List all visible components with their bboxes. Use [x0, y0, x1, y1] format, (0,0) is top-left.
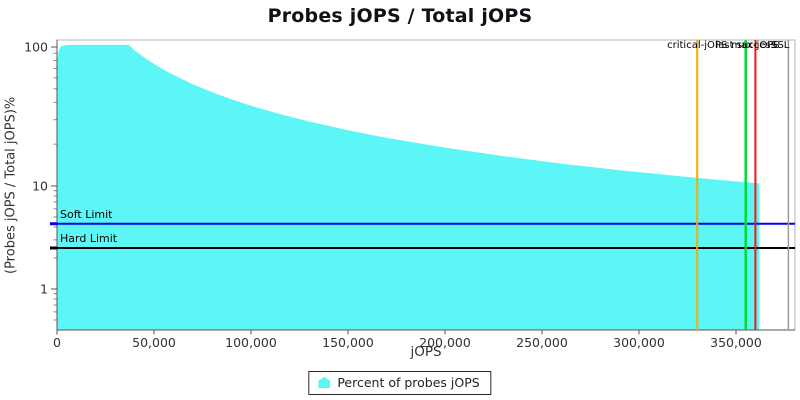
legend: Percent of probes jOPS [308, 371, 492, 395]
y-tick-label: 100 [24, 40, 48, 55]
soft-limit-label: Soft Limit [60, 208, 113, 221]
legend-series-marker-icon [318, 377, 331, 388]
x-tick-label: 100,000 [225, 335, 277, 350]
x-tick-label: 200,000 [419, 335, 471, 350]
x-tick-label: 0 [53, 335, 61, 350]
x-tick-label: 250,000 [516, 335, 568, 350]
y-tick-label: 1 [40, 282, 48, 297]
y-tick-label: 10 [32, 179, 48, 194]
chart-title: Probes jOPS / Total jOPS [267, 5, 533, 27]
x-axis-title: jOPS [410, 344, 442, 360]
critical-jops-label: critical-jOPS [667, 40, 727, 51]
x-tick-label: 350,000 [710, 335, 762, 350]
hard-limit-label: Hard Limit [60, 232, 118, 245]
max-jops-label: max-jOPS [731, 40, 779, 51]
x-tick-label: 50,000 [132, 335, 176, 350]
last-success-label: last success [716, 40, 776, 51]
area-series-percent-of-probes-jops [57, 44, 760, 331]
x-tick-label: 300,000 [613, 335, 665, 350]
legend-label: Percent of probes jOPS [337, 375, 480, 390]
x-tick-label: 150,000 [322, 335, 374, 350]
ssl-label: SSL [771, 40, 790, 51]
